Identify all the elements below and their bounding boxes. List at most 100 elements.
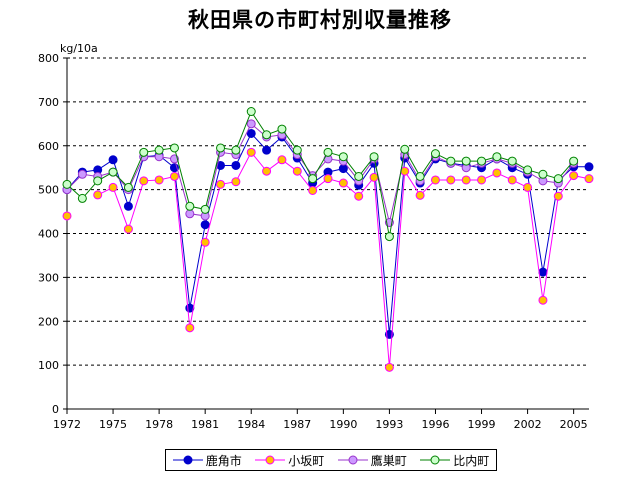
data-point — [123, 201, 133, 211]
data-point — [415, 190, 425, 200]
legend-label: 比内町 — [453, 453, 490, 468]
data-point — [400, 144, 410, 154]
data-point — [93, 190, 103, 200]
series-4 — [62, 107, 579, 242]
data-point — [477, 156, 487, 166]
x-tick-label: 1978 — [145, 418, 173, 431]
data-point — [154, 145, 164, 155]
data-point — [338, 178, 348, 188]
series-line — [66, 110, 574, 237]
legend-marker — [420, 455, 451, 465]
legend-item: 鹿角市 — [172, 452, 242, 469]
axes: 0 100 200 300 400 500 600 700 800 1972 1975 1978 198… — [38, 52, 589, 431]
y-tick-label: 200 — [38, 315, 59, 328]
data-point — [185, 323, 195, 333]
data-point — [108, 155, 118, 165]
x-tick-label: 1975 — [99, 418, 127, 431]
y-tick-label: 500 — [38, 184, 59, 197]
data-point — [62, 179, 72, 189]
data-point — [446, 156, 456, 166]
data-point — [62, 211, 72, 221]
data-point — [354, 191, 364, 201]
legend-label: 鷹巣町 — [370, 453, 407, 468]
legend: 鹿角市 小坂町 鷹巣町 比内町 — [165, 449, 497, 471]
y-tick-label: 0 — [52, 403, 59, 416]
data-point — [538, 295, 548, 305]
x-tick-label: 2002 — [514, 418, 542, 431]
data-point — [108, 182, 118, 192]
x-tick-label: 1972 — [53, 418, 81, 431]
data-point — [553, 174, 563, 184]
y-tick-label: 800 — [38, 52, 59, 65]
data-point — [492, 168, 502, 178]
legend-label: 小坂町 — [288, 453, 325, 468]
series-2 — [62, 147, 594, 372]
data-point — [461, 156, 471, 166]
data-point — [308, 186, 318, 196]
series-line — [66, 123, 574, 223]
data-point — [569, 171, 579, 181]
data-point — [292, 166, 302, 176]
data-point — [538, 169, 548, 179]
y-axis-unit-label: kg/10a — [60, 42, 98, 55]
data-point — [139, 147, 149, 157]
x-tick-label: 1999 — [468, 418, 496, 431]
data-point — [154, 175, 164, 185]
data-point — [384, 232, 394, 242]
data-point — [323, 147, 333, 157]
data-point — [200, 204, 210, 214]
data-point — [369, 152, 379, 162]
data-point — [231, 145, 241, 155]
data-point — [77, 193, 87, 203]
data-point — [231, 177, 241, 187]
data-point — [246, 147, 256, 157]
y-tick-label: 100 — [38, 359, 59, 372]
legend-item: 小坂町 — [255, 452, 324, 469]
data-point — [369, 172, 379, 182]
data-point — [246, 119, 256, 129]
chart-title: 秋田県の市町村別収量推移 — [188, 8, 452, 32]
data-point — [415, 171, 425, 181]
data-point — [323, 174, 333, 184]
data-point — [384, 362, 394, 372]
data-point — [108, 167, 118, 177]
data-point — [523, 165, 533, 175]
data-point — [93, 176, 103, 186]
legend-marker — [337, 455, 368, 465]
data-point — [292, 145, 302, 155]
data-point — [262, 145, 272, 155]
data-point — [507, 156, 517, 166]
data-point — [262, 166, 272, 176]
data-point — [477, 175, 487, 185]
legend-marker — [255, 455, 286, 465]
legend-label: 鹿角市 — [205, 453, 242, 468]
legend-item: 比内町 — [420, 452, 489, 469]
x-tick-label: 1993 — [375, 418, 403, 431]
y-tick-label: 700 — [38, 96, 59, 109]
data-point — [308, 174, 318, 184]
data-point — [338, 164, 348, 174]
y-tick-label: 600 — [38, 140, 59, 153]
x-tick-label: 1981 — [191, 418, 219, 431]
x-tick-label: 1987 — [283, 418, 311, 431]
data-point — [277, 155, 287, 165]
data-point — [446, 175, 456, 185]
data-point — [507, 175, 517, 185]
y-tick-label: 300 — [38, 271, 59, 284]
data-point — [216, 143, 226, 153]
data-point — [231, 160, 241, 170]
x-tick-label: 1996 — [421, 418, 449, 431]
data-point — [461, 175, 471, 185]
x-tick-label: 1990 — [329, 418, 357, 431]
data-point — [185, 209, 195, 219]
gridlines — [67, 57, 589, 366]
data-point — [338, 152, 348, 162]
data-point — [492, 152, 502, 162]
data-point — [123, 182, 133, 192]
series-layer — [62, 107, 594, 372]
data-point — [523, 182, 533, 192]
data-point — [584, 174, 594, 184]
data-point — [553, 191, 563, 201]
data-point — [139, 176, 149, 186]
